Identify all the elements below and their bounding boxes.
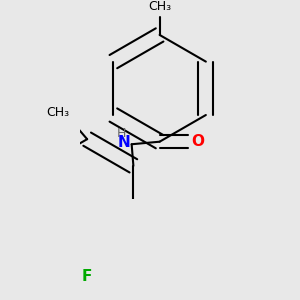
Text: O: O — [191, 134, 204, 149]
Text: CH₃: CH₃ — [46, 106, 69, 119]
Text: F: F — [82, 269, 92, 284]
Text: CH₃: CH₃ — [148, 0, 171, 13]
Text: N: N — [118, 136, 130, 151]
Text: H: H — [117, 128, 127, 140]
